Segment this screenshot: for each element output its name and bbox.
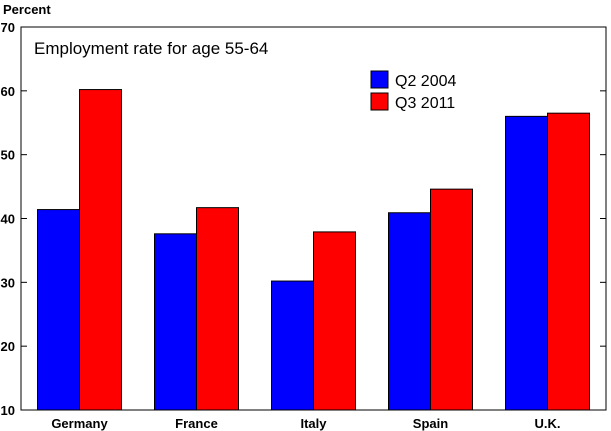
bar-italy-series-2: [313, 231, 356, 411]
y-axis-ticks: 10 20 30 40 50 60 70: [1, 20, 606, 418]
bar-germany-series-2: [79, 89, 122, 411]
y-tick-label: 40: [1, 212, 15, 227]
legend-swatch: [370, 70, 389, 89]
x-axis-labels: Germany France Italy Spain U.K.: [51, 416, 560, 431]
legend-label: Q2 2004: [395, 73, 456, 90]
bar-italy-series-1: [271, 280, 314, 411]
x-category-label: France: [175, 416, 218, 431]
y-tick-label: 50: [1, 148, 15, 163]
bar-u-k-series-1: [505, 115, 548, 411]
plot-frame: [20, 26, 607, 411]
bar-france-series-1: [154, 233, 197, 411]
bar-france-series-2: [196, 207, 239, 411]
y-tick-label: 20: [1, 339, 15, 354]
y-axis-unit-label: Percent: [3, 2, 51, 17]
bar-spain-series-1: [388, 212, 431, 411]
bar-germany-series-1: [37, 209, 80, 411]
y-tick-label: 10: [1, 403, 15, 418]
legend-label: Q3 2011: [395, 95, 455, 112]
legend-swatch: [370, 92, 389, 111]
x-category-label: U.K.: [535, 416, 561, 431]
chart-title: Employment rate for age 55-64: [34, 39, 268, 58]
y-tick-label: 60: [1, 84, 15, 99]
y-tick-label: 70: [1, 20, 15, 35]
y-tick-label: 30: [1, 275, 15, 290]
x-category-label: Spain: [413, 416, 448, 431]
bar-spain-series-2: [430, 188, 473, 411]
legend: Q2 2004 Q3 2011: [370, 70, 456, 112]
x-category-label: Germany: [51, 416, 108, 431]
bar-u-k-series-2: [547, 112, 590, 411]
x-category-label: Italy: [300, 416, 327, 431]
bars: [37, 89, 590, 411]
